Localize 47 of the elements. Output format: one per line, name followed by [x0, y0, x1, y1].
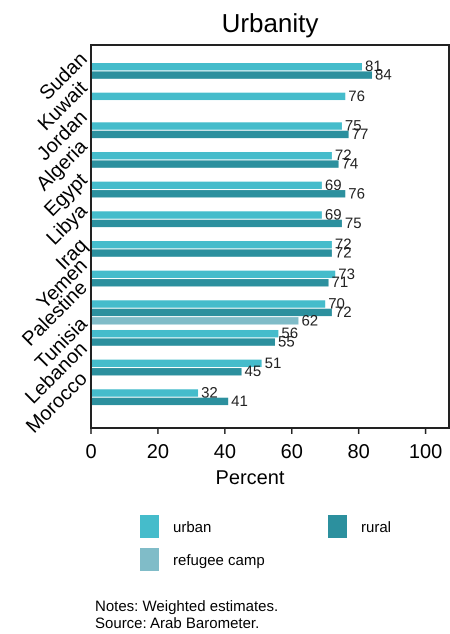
data-label: 76 — [348, 185, 365, 202]
source-note: Source: Arab Barometer. — [95, 615, 260, 632]
bar — [91, 270, 336, 278]
bar — [91, 122, 342, 130]
x-tick-label: 0 — [85, 441, 97, 463]
bar — [91, 240, 332, 248]
bar — [91, 71, 372, 79]
bar — [91, 279, 329, 286]
legend-label: rural — [361, 519, 392, 536]
x-axis-title: Percent — [216, 467, 285, 489]
bar — [91, 338, 276, 346]
x-tick-label: 40 — [214, 441, 236, 463]
bar — [91, 190, 346, 198]
data-label: 75 — [344, 214, 362, 232]
bar — [91, 220, 342, 228]
data-label: 62 — [301, 312, 318, 330]
text: Notes: Weighted estimates. — [95, 598, 278, 615]
bar — [91, 182, 322, 190]
bar — [91, 211, 322, 219]
bar — [91, 152, 332, 160]
data-label: 76 — [348, 88, 365, 105]
legend-label: refugee camp — [173, 552, 265, 569]
x-tick-label: 20 — [146, 441, 170, 463]
data-label: 69 — [324, 176, 342, 194]
bar — [91, 389, 198, 397]
bar — [91, 368, 242, 376]
bar — [91, 398, 228, 406]
bar — [91, 360, 262, 368]
data-label: 69 — [324, 206, 342, 224]
bar — [91, 317, 298, 325]
bar — [91, 130, 349, 138]
bar — [91, 160, 339, 168]
bar — [91, 300, 326, 308]
bar — [91, 330, 278, 338]
x-tick-label: 80 — [348, 441, 370, 463]
x-tick-label: 60 — [280, 441, 303, 463]
data-label: 41 — [231, 392, 248, 410]
bar — [91, 308, 332, 316]
bar — [91, 63, 362, 70]
data-label: 32 — [201, 384, 218, 402]
chart-title: Urbanity — [222, 8, 318, 38]
bar — [91, 92, 346, 100]
bar — [91, 249, 332, 257]
data-label: 51 — [264, 354, 282, 372]
data-label: 45 — [244, 363, 262, 380]
legend-label: urban — [173, 519, 212, 536]
x-tick-label: 100 — [408, 441, 442, 463]
